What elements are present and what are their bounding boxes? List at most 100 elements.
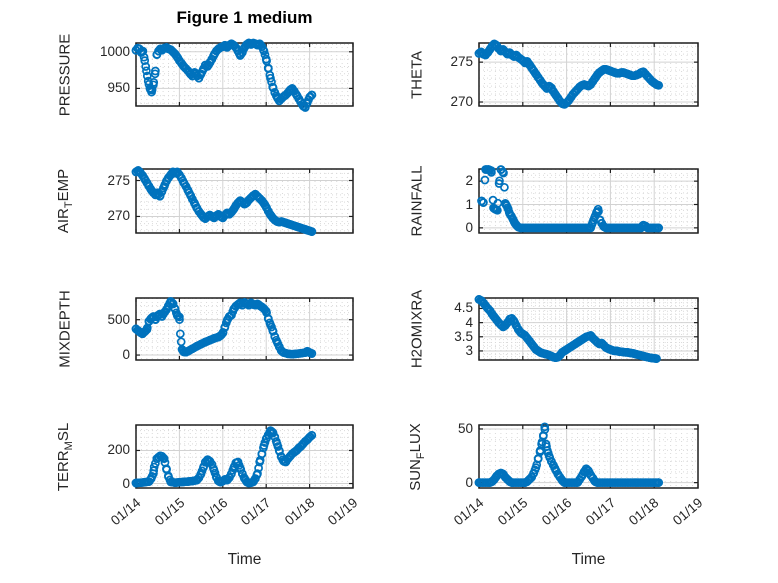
data-marker	[257, 449, 267, 459]
ytick-label-rainfall: 1	[465, 196, 473, 212]
ylabel-sunflux: SUNFLUX	[407, 423, 427, 491]
ylabel-text: H2OMIXRA	[408, 289, 426, 369]
data-marker	[151, 190, 160, 200]
ylabel-text: AIR	[55, 208, 72, 234]
ytick-label-terrmsl: 200	[107, 442, 130, 458]
data-marker	[257, 42, 267, 52]
xtick-label: 01/16	[538, 495, 575, 529]
data-marker	[494, 179, 504, 188]
ylabel-text: SUN	[407, 458, 424, 491]
xtick-label: 01/19	[670, 495, 706, 529]
ylabel-pressure: PRESSURE	[57, 33, 74, 116]
data-marker	[305, 92, 314, 102]
data-marker	[549, 461, 558, 470]
data-marker	[281, 90, 291, 100]
data-marker	[253, 191, 262, 201]
axes-frame	[478, 42, 699, 107]
ytick-label-pressure: 1000	[99, 43, 130, 59]
data-marker	[233, 46, 243, 56]
rainfall-plot-area	[477, 165, 699, 234]
data-marker	[560, 478, 569, 487]
data-marker	[643, 72, 652, 81]
sunflux-plot-area	[474, 422, 699, 489]
xtick-label: 01/16	[194, 495, 231, 529]
ylabel-subscript: M	[63, 440, 75, 450]
data-marker	[499, 168, 508, 178]
axes-frame	[135, 168, 354, 234]
data-marker	[177, 173, 186, 183]
data-marker	[511, 321, 521, 330]
data-marker	[207, 54, 217, 64]
ylabel-subscript: T	[63, 201, 75, 209]
data-marker	[224, 209, 234, 219]
xtick-label: 01/17	[238, 495, 274, 529]
ylabel-text: TERR	[55, 449, 72, 491]
data-marker	[274, 342, 284, 351]
data-marker	[237, 48, 247, 57]
mixdepth-plot-area	[131, 296, 354, 361]
data-marker	[641, 221, 650, 231]
data-marker	[259, 46, 269, 56]
ytick-label-airtemp: 275	[107, 172, 130, 188]
xtick-label: 01/14	[108, 495, 144, 529]
data-marker	[503, 204, 513, 214]
data-marker	[155, 191, 165, 201]
pressure-plot-area	[131, 38, 354, 112]
data-marker	[300, 103, 310, 112]
ylabel-airtemp: AIRTEMP	[55, 169, 75, 233]
data-marker	[518, 56, 528, 65]
data-marker	[135, 478, 145, 488]
data-marker	[251, 474, 260, 483]
data-marker	[476, 296, 486, 305]
data-marker	[157, 186, 167, 196]
axes-frame	[478, 424, 699, 489]
data-marker	[279, 348, 288, 357]
data-marker	[283, 454, 293, 464]
data-marker	[150, 69, 160, 79]
data-marker	[140, 477, 150, 487]
data-marker	[601, 223, 611, 233]
data-marker	[652, 354, 661, 363]
airtemp-series	[131, 166, 317, 236]
data-marker	[303, 97, 312, 107]
data-marker	[211, 472, 221, 482]
data-marker	[522, 477, 532, 486]
data-marker	[159, 181, 169, 191]
data-marker	[527, 472, 536, 482]
data-marker	[500, 47, 510, 57]
data-marker	[164, 301, 173, 310]
data-marker	[553, 352, 563, 362]
data-marker	[229, 40, 239, 50]
data-marker	[255, 457, 265, 467]
data-marker	[307, 90, 317, 100]
data-marker	[477, 196, 486, 206]
xtick-label: 01/14	[451, 495, 487, 529]
data-marker	[593, 204, 603, 214]
data-marker	[483, 304, 493, 313]
theta-series	[474, 39, 663, 109]
data-marker	[296, 441, 306, 451]
data-marker	[597, 338, 606, 348]
xtick-label: 01/15	[151, 495, 188, 529]
data-marker	[486, 166, 496, 175]
data-marker	[571, 87, 580, 96]
data-marker	[507, 478, 517, 487]
ytick-label-sunflux: 0	[465, 474, 473, 490]
data-marker	[540, 422, 550, 432]
data-marker	[162, 305, 171, 315]
data-marker	[149, 80, 158, 90]
data-marker	[176, 337, 186, 347]
axes-frame	[135, 424, 354, 489]
sunflux-series	[474, 422, 663, 487]
h2omixra-plot-area	[474, 295, 699, 363]
data-marker	[192, 341, 202, 351]
xlabel-time-right: Time	[571, 551, 606, 568]
data-marker	[237, 469, 247, 478]
data-marker	[175, 477, 184, 487]
data-marker	[166, 477, 176, 487]
data-marker	[509, 316, 519, 326]
data-marker	[539, 431, 548, 440]
data-marker	[487, 477, 497, 486]
ytick-label-mixdepth: 500	[107, 311, 130, 327]
data-marker	[185, 190, 195, 200]
